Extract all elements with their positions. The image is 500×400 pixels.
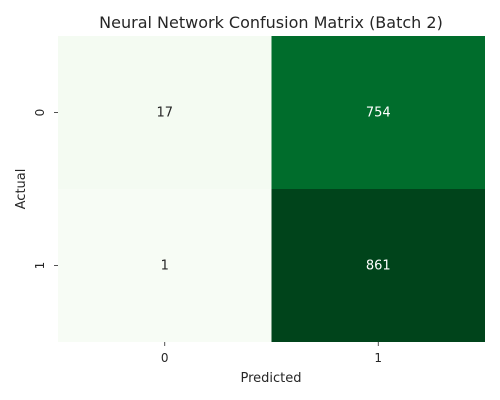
cell-value-label-0-0: 17 <box>156 106 173 121</box>
x-axis-label: Predicted <box>240 371 301 386</box>
cell-value-label-1-1: 861 <box>366 259 391 274</box>
y-tick-label-0: 0 <box>33 109 47 117</box>
cell-value-label-0-1: 754 <box>366 106 391 121</box>
x-tick-label-0: 0 <box>161 351 169 365</box>
heatmap-cell-1-1 <box>271 189 485 342</box>
chart-title: Neural Network Confusion Matrix (Batch 2… <box>99 13 443 32</box>
heatmap-cell-0-0 <box>58 36 272 189</box>
heatmap-cells: 17 754 1 861 <box>58 36 485 342</box>
heatmap-cell-1-0 <box>58 189 272 342</box>
x-tick-label-1: 1 <box>374 351 382 365</box>
y-axis-label: Actual <box>14 169 29 210</box>
y-axis-ticks: 01 <box>33 109 58 270</box>
y-tick-label-1: 1 <box>33 262 47 270</box>
cell-value-label-1-0: 1 <box>161 259 169 274</box>
heatmap-cell-0-1 <box>271 36 485 189</box>
